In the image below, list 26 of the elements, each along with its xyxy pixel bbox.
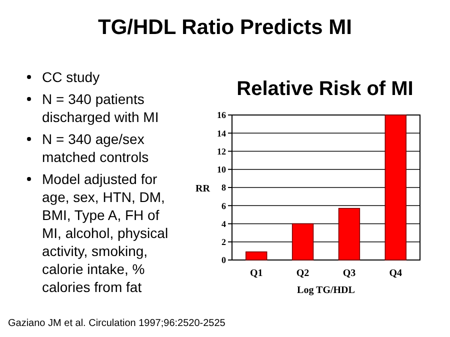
bar	[384, 114, 406, 260]
y-tick-label: 6	[222, 200, 226, 211]
text: N = 340 patients discharged with MI	[42, 91, 159, 125]
y-tick-label: 14	[217, 128, 226, 138]
x-tick-label: Q4	[389, 268, 402, 279]
y-tick-label: 4	[222, 218, 226, 229]
y-tick-label: 0	[222, 255, 226, 266]
x-tick-label: Q3	[342, 268, 356, 279]
bar	[338, 208, 360, 260]
text: N = 340 age/sex matched controls	[42, 131, 149, 165]
bar	[292, 223, 314, 260]
chart-subtitle: Relative Risk of MI	[236, 78, 414, 100]
x-tick-label: Q2	[296, 268, 310, 279]
text: Model adjusted for age, sex, HTN, DM, BMI, Type A, FH of MI, alcohol, physical activity, smoking, calorie intake, % calories from fat	[42, 171, 168, 295]
x-axis-title: Log TG/HDL	[297, 285, 356, 296]
y-tick-label: 12	[217, 146, 226, 156]
bar	[246, 251, 268, 260]
y-tick-label: 2	[222, 237, 226, 248]
x-tick-label: Q1	[250, 268, 263, 279]
text: Gaziano JM et al. Circulation 1997;96:2520-2525	[8, 318, 226, 329]
y-tick-label: 16	[217, 110, 226, 120]
y-tick-label: 10	[217, 164, 226, 175]
chart-title: TG/HDL Ratio Predicts MI	[98, 16, 352, 39]
text: CC study	[42, 69, 100, 85]
y-axis-title: RR	[196, 184, 211, 194]
y-tick-label: 8	[222, 182, 226, 193]
